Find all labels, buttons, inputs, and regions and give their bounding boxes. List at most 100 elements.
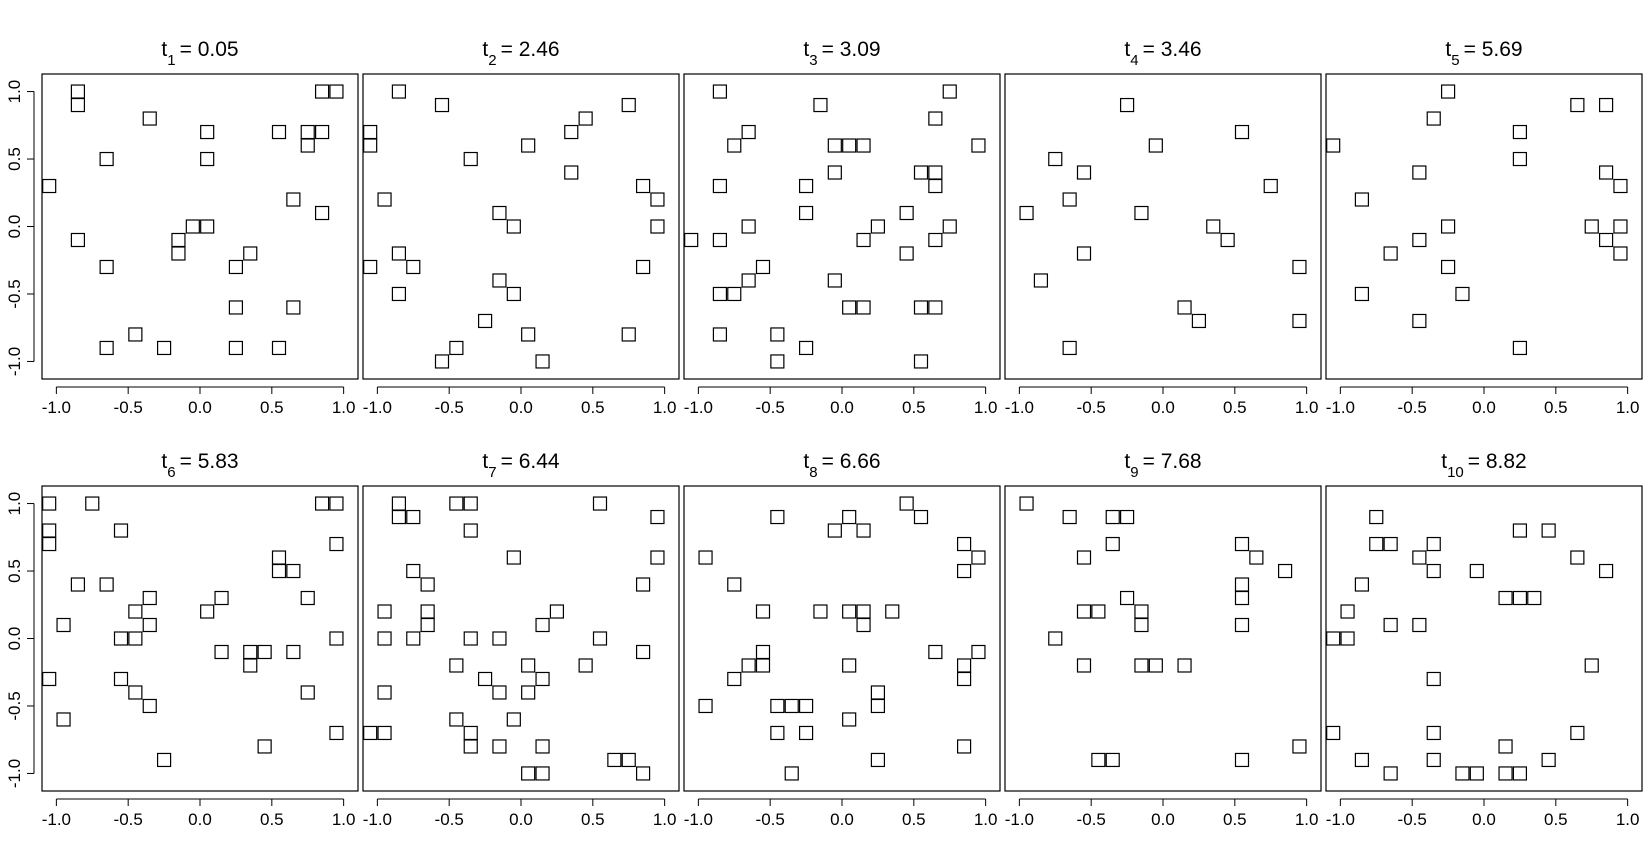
point [113,671,129,687]
point [1570,725,1585,741]
point [942,219,957,234]
point [1191,313,1207,329]
title-rest: = 0.05 [180,38,239,61]
point [899,246,914,261]
point [506,219,521,234]
title-subscript: 2 [488,52,496,69]
point [1412,165,1427,180]
point [377,192,392,207]
x-tick-label: 0.0 [188,810,212,829]
point [1234,617,1250,633]
point [712,84,728,99]
point [363,259,378,275]
point [928,165,943,180]
point [1134,604,1149,619]
plot-frame [1325,73,1643,380]
title-rest: = 6.44 [501,450,560,473]
point [128,604,143,619]
x-tick-label: -0.5 [1077,810,1106,829]
x-tick-label: 0.0 [830,810,854,829]
point [300,124,315,140]
point [99,340,114,356]
point [300,138,315,153]
point [827,138,842,153]
point [870,219,886,234]
point [635,644,651,660]
point [1598,97,1614,113]
panel-title: t10 = 8.82 [1441,450,1527,481]
x-tick-label: 0.5 [260,810,284,829]
x-tick-label: -1.0 [363,810,392,829]
x-tick-label: 0.0 [1472,398,1496,417]
point [1613,178,1628,194]
point [42,178,57,194]
point [1234,590,1250,606]
point [463,631,478,646]
plot-frame [41,73,359,380]
x-tick-label: -1.0 [363,398,392,417]
point [434,97,450,113]
point [956,536,972,552]
point [727,577,742,592]
point [842,300,857,315]
x-tick-label: -0.5 [114,398,143,417]
point [156,340,172,356]
title-rest: = 5.83 [180,450,239,473]
point [1383,536,1398,552]
title-rest: = 7.68 [1143,450,1202,473]
point [243,246,258,261]
point [1455,286,1470,302]
point [770,327,785,342]
point [770,354,785,369]
point [1455,766,1470,781]
point [1613,219,1628,234]
title-rest: = 6.66 [822,450,881,473]
x-tick-label: 0.5 [581,810,605,829]
point [870,752,886,768]
panel-title: t9 = 7.68 [1124,450,1201,481]
title-var: t [803,450,809,473]
point [42,536,57,552]
point [449,658,464,673]
panel-title: t3 = 3.09 [803,38,880,69]
point [798,178,814,194]
point [1234,536,1250,552]
point [578,111,593,126]
point [956,671,972,687]
x-tick-label: 0.5 [581,398,605,417]
point [492,273,507,288]
x-tick-label: 0.0 [188,398,212,417]
point [1426,725,1441,741]
point [463,523,478,538]
point [755,658,771,673]
point [171,232,186,248]
point [1541,752,1556,768]
point [1512,340,1528,356]
point [870,685,886,700]
point [1383,766,1398,781]
point [1177,658,1192,673]
point [813,604,828,619]
point [314,84,330,99]
point [650,219,665,234]
point [1613,246,1628,261]
point [564,165,579,180]
point [314,124,330,140]
point [1134,205,1149,221]
point [798,205,814,221]
point [506,286,521,302]
point [1019,496,1034,511]
point [971,138,986,153]
point [1249,550,1264,565]
point [300,590,315,606]
point [1512,523,1528,538]
point [1326,631,1341,646]
x-tick-label: -0.5 [1398,810,1427,829]
point [506,712,521,727]
title-rest: = 3.09 [822,38,881,61]
point [1498,739,1513,754]
x-tick-label: -0.5 [1398,398,1427,417]
title-subscript: 4 [1130,52,1138,69]
x-tick-label: 1.0 [1616,398,1640,417]
